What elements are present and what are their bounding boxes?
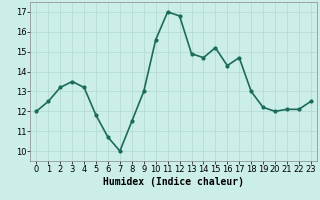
X-axis label: Humidex (Indice chaleur): Humidex (Indice chaleur) xyxy=(103,177,244,187)
